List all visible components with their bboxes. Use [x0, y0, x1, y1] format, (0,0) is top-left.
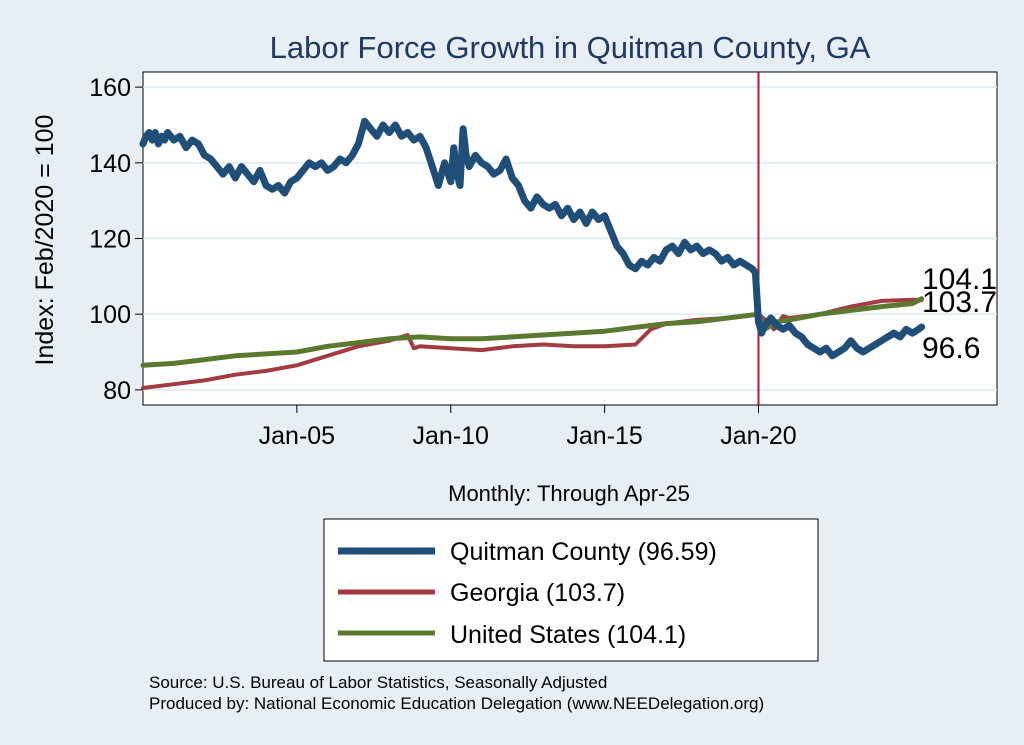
legend-label-united-states: United States (104.1)	[450, 621, 686, 649]
series-line-georgia	[141, 297, 924, 390]
legend: Quitman County (96.59) Georgia (103.7) U…	[323, 518, 819, 662]
gridlines	[143, 86, 997, 391]
legend-label-georgia: Georgia (103.7)	[450, 579, 625, 607]
producer-note: Produced by: National Economic Education…	[149, 694, 764, 713]
series-line-united-states	[140, 296, 925, 368]
x-tick-label-0: Jan-05	[259, 422, 335, 450]
source-note: Source: U.S. Bureau of Labor Statistics,…	[149, 673, 607, 692]
y-tick-label-80: 80	[103, 377, 131, 405]
end-label-united-states: 104.1	[922, 263, 997, 296]
x-axis-title: Monthly: Through Apr-25	[448, 481, 690, 506]
y-axis: 80 100 120 140 160	[89, 74, 143, 405]
legend-label-quitman-county: Quitman County (96.59)	[450, 538, 717, 566]
x-tick-label-1: Jan-10	[413, 422, 489, 450]
y-tick-label-160: 160	[89, 74, 131, 102]
series-line-quitman-county	[139, 117, 926, 360]
y-tick-label-120: 120	[89, 226, 131, 254]
chart-title: Labor Force Growth in Quitman County, GA	[270, 30, 871, 65]
end-label-georgia: 103.7	[922, 286, 997, 319]
x-tick-label-3: Jan-20	[720, 422, 796, 450]
x-tick-label-2: Jan-15	[566, 422, 642, 450]
x-axis: Jan-05 Jan-10 Jan-15 Jan-20	[259, 405, 797, 450]
y-axis-title: Index: Feb/2020 = 100	[31, 115, 59, 366]
y-tick-label-100: 100	[89, 301, 131, 329]
end-label-quitman-county: 96.6	[922, 332, 980, 365]
series-lines	[139, 117, 926, 390]
y-tick-label-140: 140	[89, 150, 131, 178]
